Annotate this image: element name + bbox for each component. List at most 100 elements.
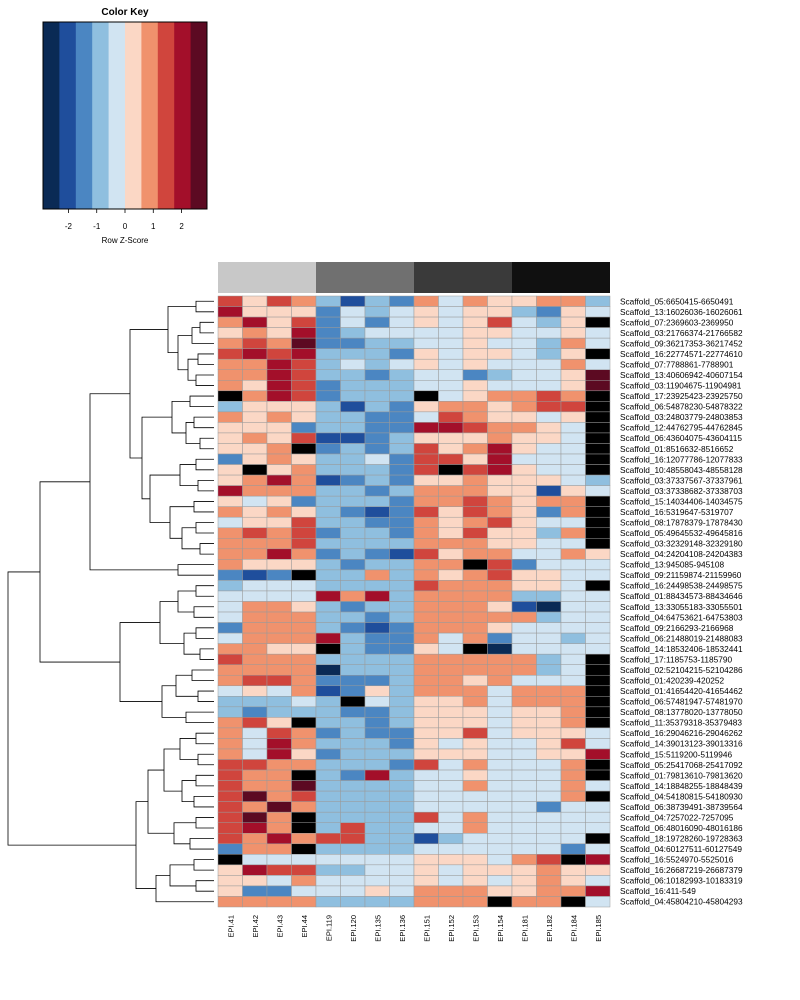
- heatmap-cell: [585, 485, 611, 497]
- heatmap-cell: [438, 337, 464, 349]
- heatmap-cell: [511, 738, 537, 750]
- heatmap-cell: [511, 769, 537, 781]
- heatmap-cell: [266, 295, 292, 307]
- heatmap-cell: [511, 527, 537, 539]
- heatmap-cell: [487, 316, 513, 328]
- heatmap-cell: [242, 875, 268, 887]
- heatmap-cell: [242, 717, 268, 729]
- heatmap-cell: [560, 664, 586, 676]
- heatmap-cell: [266, 896, 292, 908]
- heatmap-cell: [462, 748, 488, 760]
- heatmap-cell: [266, 811, 292, 823]
- dendrogram-branch: [185, 422, 200, 444]
- heatmap-cell: [389, 790, 415, 802]
- heatmap-cell: [585, 632, 611, 644]
- heatmap-cell: [438, 780, 464, 792]
- heatmap-cell: [560, 569, 586, 581]
- heatmap-cell: [413, 696, 439, 708]
- heatmap-cell: [438, 727, 464, 739]
- heatmap-cell: [389, 380, 415, 392]
- heatmap-cell: [217, 506, 243, 518]
- column-group-band: [414, 262, 512, 293]
- column-label: EPI.120: [349, 915, 358, 942]
- heatmap-cell: [487, 769, 513, 781]
- heatmap-cell: [242, 443, 268, 455]
- heatmap-cell: [315, 611, 341, 623]
- heatmap-cell: [266, 358, 292, 370]
- row-label: Scaffold_17:1185753-1185790: [620, 654, 732, 664]
- heatmap-cell: [487, 369, 513, 381]
- heatmap-cell: [389, 590, 415, 602]
- row-label: Scaffold_09:21159874-21159960: [620, 570, 742, 580]
- row-labels: Scaffold_05:6650415-6650491Scaffold_13:1…: [620, 296, 743, 906]
- heatmap-cell: [266, 674, 292, 687]
- heatmap-cell: [266, 875, 292, 887]
- heatmap-cell: [242, 622, 268, 634]
- heatmap-cell: [413, 864, 439, 876]
- heatmap-cell: [438, 643, 464, 655]
- heatmap-cell: [242, 401, 268, 413]
- heatmap-cell: [462, 390, 488, 402]
- heatmap-cell: [340, 358, 366, 370]
- heatmap-cell: [364, 843, 390, 855]
- heatmap-cell: [560, 443, 586, 455]
- heatmap-cell: [217, 380, 243, 392]
- heatmap-cell: [217, 769, 243, 781]
- heatmap-cell: [438, 664, 464, 676]
- heatmap-cell: [438, 864, 464, 876]
- heatmap-cell: [511, 369, 537, 381]
- row-label: Scaffold_15:14034406-14034575: [620, 496, 743, 506]
- heatmap-cell: [242, 811, 268, 823]
- heatmap-cell: [413, 706, 439, 718]
- heatmap-cell: [536, 696, 562, 708]
- color-key-bin: [157, 22, 175, 209]
- heatmap-cell: [266, 327, 292, 339]
- heatmap-cell: [217, 516, 243, 529]
- row-label: Scaffold_05:6650415-6650491: [620, 296, 734, 306]
- heatmap-cell: [585, 843, 611, 855]
- heatmap-cell: [438, 358, 464, 370]
- heatmap-cell: [340, 833, 366, 845]
- heatmap-cell: [585, 580, 611, 592]
- heatmap-cell: [364, 527, 390, 539]
- heatmap-cell: [511, 337, 537, 349]
- heatmap-cell: [560, 548, 586, 560]
- heatmap-cell: [266, 485, 292, 497]
- heatmap-cell: [413, 759, 439, 771]
- heatmap-cell: [413, 422, 439, 434]
- heatmap-cell: [413, 801, 439, 813]
- heatmap-cell: [585, 674, 611, 687]
- heatmap-cell: [266, 854, 292, 866]
- heatmap-cell: [585, 864, 611, 876]
- heatmap-cell: [315, 833, 341, 845]
- heatmap-cell: [462, 358, 488, 370]
- heatmap-cell: [315, 696, 341, 708]
- row-label: Scaffold_16:5524970-5525016: [620, 855, 734, 865]
- heatmap-cell: [291, 327, 317, 339]
- heatmap-cell: [315, 506, 341, 518]
- heatmap-cell: [364, 422, 390, 434]
- heatmap-cell: [511, 464, 537, 476]
- heatmap-cell: [340, 590, 366, 602]
- heatmap-cell: [536, 432, 562, 444]
- heatmap-cell: [413, 295, 439, 307]
- heatmap-cell: [536, 896, 562, 908]
- heatmap-cell: [340, 727, 366, 739]
- heatmap-cell: [462, 780, 488, 792]
- heatmap-cell: [291, 674, 317, 687]
- heatmap-cell: [266, 843, 292, 855]
- heatmap-cell: [291, 601, 317, 613]
- heatmap-cell: [217, 390, 243, 402]
- heatmap-cell: [315, 516, 341, 529]
- heatmap-cell: [511, 432, 537, 444]
- heatmap-cell: [462, 506, 488, 518]
- heatmap-cell: [511, 664, 537, 676]
- heatmap-cell: [511, 401, 537, 413]
- heatmap-cell: [389, 516, 415, 529]
- heatmap-cell: [413, 432, 439, 444]
- color-key-tick-label: 1: [151, 222, 156, 231]
- row-label: Scaffold_01:79813610-79813620: [620, 770, 743, 780]
- heatmap-cell: [462, 674, 488, 687]
- heatmap-cell: [511, 833, 537, 845]
- heatmap-cell: [560, 538, 586, 550]
